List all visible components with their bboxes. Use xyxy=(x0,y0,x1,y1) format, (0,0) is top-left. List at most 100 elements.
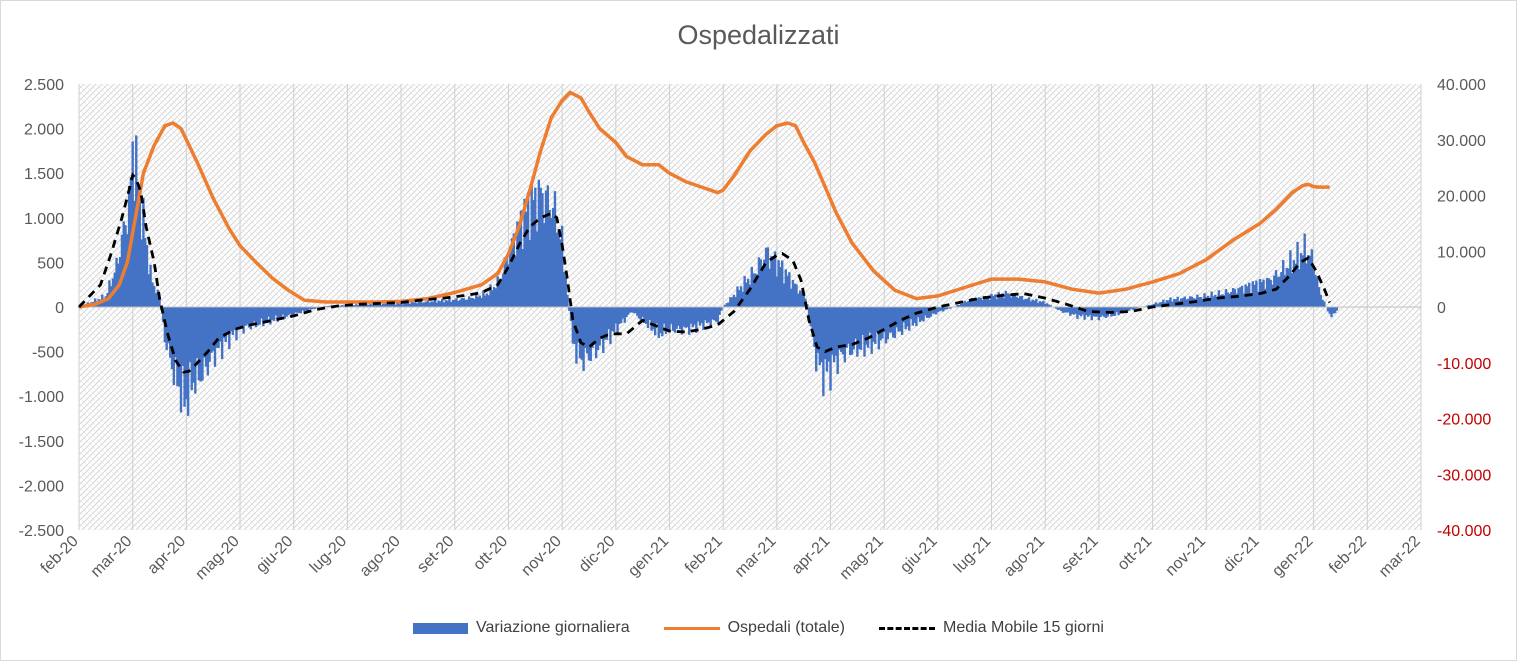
bar-daily xyxy=(775,276,779,307)
bar-daily xyxy=(509,246,512,307)
bar-daily xyxy=(925,307,929,318)
bar-daily xyxy=(1206,295,1210,307)
y-left-tick-label: -1.000 xyxy=(19,389,64,406)
bar-daily xyxy=(190,307,193,391)
bar-daily xyxy=(857,307,861,350)
bar-daily xyxy=(566,294,569,307)
y-right-tick-label: -10.000 xyxy=(1437,356,1491,373)
bar-daily xyxy=(1215,297,1219,307)
bar-daily xyxy=(174,307,177,358)
bar-daily xyxy=(1316,277,1319,307)
legend-item-variazione[interactable]: Variazione giornaliera xyxy=(413,619,630,637)
bar-daily xyxy=(408,304,412,307)
bar-daily xyxy=(770,256,773,307)
bar-daily xyxy=(466,299,469,307)
bar-daily xyxy=(303,307,306,312)
legend-item-ospedali[interactable]: Ospedali (totale) xyxy=(663,619,845,637)
bar-daily xyxy=(836,307,839,374)
bar-daily xyxy=(274,307,278,316)
legend-swatch-bars xyxy=(413,622,469,634)
bar-daily xyxy=(827,307,830,362)
bar-daily xyxy=(387,304,390,307)
bar-daily xyxy=(405,303,408,307)
bar-daily xyxy=(340,305,344,307)
bar-daily xyxy=(176,307,179,387)
bar-daily xyxy=(525,211,528,307)
bar-daily xyxy=(789,288,793,307)
bar-daily xyxy=(972,299,975,307)
bar-daily xyxy=(222,307,226,339)
bar-daily xyxy=(475,293,478,307)
bar-daily xyxy=(630,307,634,313)
bar-daily xyxy=(863,307,866,357)
bar-daily xyxy=(1330,307,1333,318)
bar-daily xyxy=(136,184,140,307)
bar-daily xyxy=(249,307,252,330)
bar-daily xyxy=(1035,298,1038,307)
bar-daily xyxy=(619,307,623,324)
bar-daily xyxy=(927,307,931,318)
bar-daily xyxy=(700,307,703,324)
bar-daily xyxy=(605,307,609,340)
legend-item-media[interactable]: Media Mobile 15 giorni xyxy=(878,619,1104,637)
bar-daily xyxy=(1308,255,1312,307)
bar-daily xyxy=(754,273,757,307)
bar-daily xyxy=(625,307,628,318)
bar-daily xyxy=(451,299,455,307)
bar-daily xyxy=(992,296,995,307)
bar-daily xyxy=(1049,305,1052,307)
bar-daily xyxy=(983,296,986,307)
bar-daily xyxy=(374,304,378,307)
bar-daily xyxy=(1256,291,1260,307)
bar-daily xyxy=(358,304,362,307)
bar-daily xyxy=(1060,307,1063,312)
bar-daily xyxy=(752,273,755,307)
bar-daily xyxy=(480,297,483,307)
bar-daily xyxy=(1024,298,1027,307)
bar-daily xyxy=(1126,307,1129,311)
bar-daily xyxy=(1307,255,1310,307)
bar-daily xyxy=(773,251,777,307)
bar-daily xyxy=(460,298,464,307)
bar-daily xyxy=(936,307,940,313)
bar-daily xyxy=(562,271,566,307)
bar-daily xyxy=(1033,300,1036,307)
bar-daily xyxy=(933,307,936,314)
bar-daily xyxy=(238,307,242,329)
bar-daily xyxy=(1013,294,1017,307)
bar-daily xyxy=(890,307,893,333)
bar-daily xyxy=(278,307,281,319)
bar-daily xyxy=(959,303,963,307)
bar-daily xyxy=(997,292,1000,307)
bar-daily xyxy=(1222,295,1226,307)
bar-daily xyxy=(149,264,152,307)
bar-daily xyxy=(170,307,174,370)
bar-daily xyxy=(1072,307,1076,315)
legend-label-ospedali: Ospedali (totale) xyxy=(727,619,845,636)
bar-daily xyxy=(730,297,734,307)
bar-daily xyxy=(686,307,689,328)
legend-label-media: Media Mobile 15 giorni xyxy=(942,619,1104,636)
bar-daily xyxy=(680,307,684,335)
bar-daily xyxy=(843,307,847,363)
bar-daily xyxy=(167,307,170,344)
x-tick-label: ott-20 xyxy=(470,533,511,574)
bar-daily xyxy=(637,307,641,319)
bar-daily xyxy=(496,276,499,307)
bar-daily xyxy=(281,307,285,315)
bar-daily xyxy=(526,192,530,307)
bar-daily xyxy=(723,304,727,307)
bar-daily xyxy=(859,307,863,350)
bar-daily xyxy=(840,307,843,352)
bar-daily xyxy=(507,264,510,307)
bar-daily xyxy=(310,307,313,310)
bar-daily xyxy=(312,307,315,309)
bar-daily xyxy=(918,307,922,322)
y-left-tick-label: -500 xyxy=(32,345,64,362)
y-right-tick-label: 30.000 xyxy=(1437,133,1486,150)
bar-daily xyxy=(457,301,460,307)
line-ospedali-totale xyxy=(78,90,1330,309)
bar-daily xyxy=(414,302,417,307)
x-tick-label: ago-21 xyxy=(1001,533,1048,580)
bar-daily xyxy=(798,290,802,307)
